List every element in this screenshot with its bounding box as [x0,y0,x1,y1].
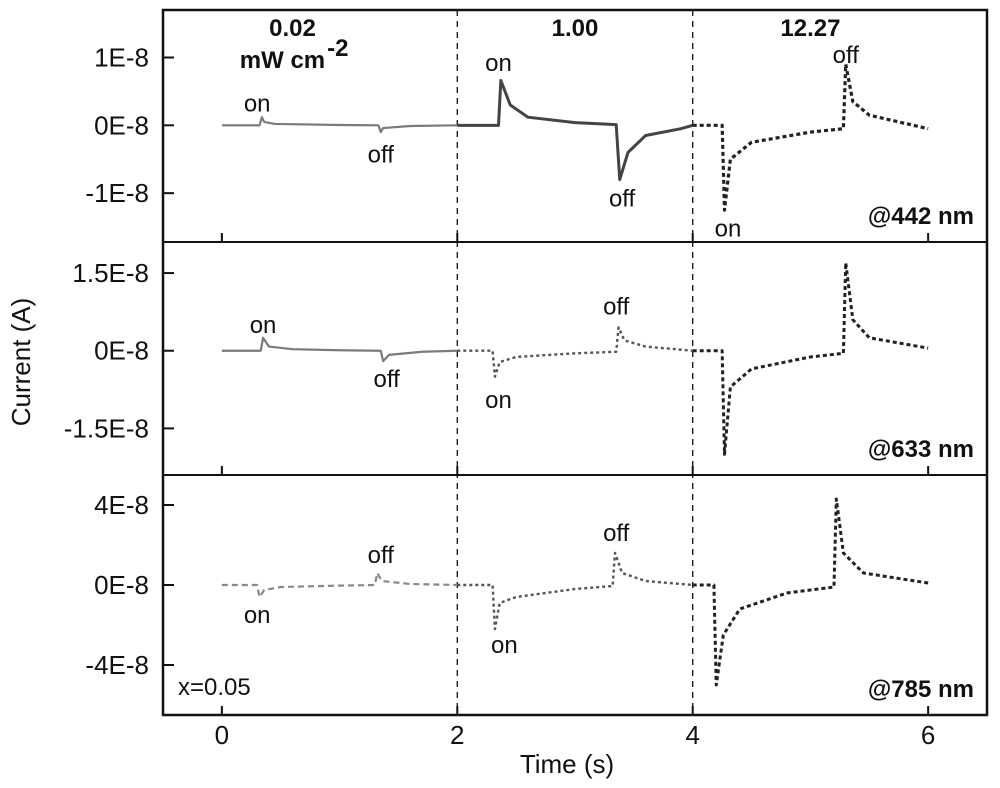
y-tick-label: 1E-8 [94,42,149,72]
y-tick-label: 0E-8 [94,336,149,366]
trace-layer [222,64,928,685]
y-tick-label: 0E-8 [94,570,149,600]
event-annotation: on [491,632,518,659]
event-annotation: off [374,366,401,393]
series-line [457,327,692,376]
x-tick-label: 2 [450,720,464,750]
panel-wavelength-label: @785 nm [868,676,974,703]
event-annotation: off [368,542,395,569]
series-line [693,64,928,210]
power-label: 1.00 [552,15,599,42]
series-line [457,81,692,180]
x-tick-label: 0 [215,720,229,750]
series-line [222,117,457,132]
y-tick-label: 4E-8 [94,490,149,520]
panel-wavelength-label: @442 nm [868,203,974,230]
frame-layer [163,10,987,715]
event-annotation: on [244,602,271,629]
power-label: 12.27 [780,15,840,42]
text-layer: 0.02 mW cm-2 1.00 12.27 1E-8 0E-8 -1E-8 on off on… [6,15,974,779]
series-line [222,338,457,361]
series-line [457,553,692,629]
event-annotation: off [609,186,636,213]
event-annotation: off [833,42,860,69]
event-annotation: on [485,387,512,414]
y-tick-label: -1E-8 [85,178,149,208]
event-annotation: on [715,215,742,242]
x-tick-label: 6 [921,720,935,750]
plot-frame [163,10,987,715]
event-annotation: off [368,141,395,168]
divider-layer [457,10,692,715]
series-line [693,263,928,455]
panel-wavelength-label: @633 nm [868,436,974,463]
series-line [693,499,928,685]
event-annotation: off [603,294,630,321]
power-unit-label: mW cm [240,47,325,74]
event-annotation: on [250,312,277,339]
y-tick-label: -1.5E-8 [64,413,149,443]
power-label: 0.02 [269,15,316,42]
event-annotation: off [603,520,630,547]
x-axis-title: Time (s) [520,749,614,779]
y-tick-label: 1.5E-8 [72,258,149,288]
x-tick-label: 4 [685,720,699,750]
power-unit-superscript: -2 [327,35,348,62]
series-line [222,573,457,597]
composition-label: x=0.05 [178,674,251,701]
y-axis-title: Current (A) [6,298,36,427]
y-tick-label: -4E-8 [85,650,149,680]
y-tick-label: 0E-8 [94,110,149,140]
event-annotation: on [244,91,271,118]
event-annotation: on [485,50,512,77]
